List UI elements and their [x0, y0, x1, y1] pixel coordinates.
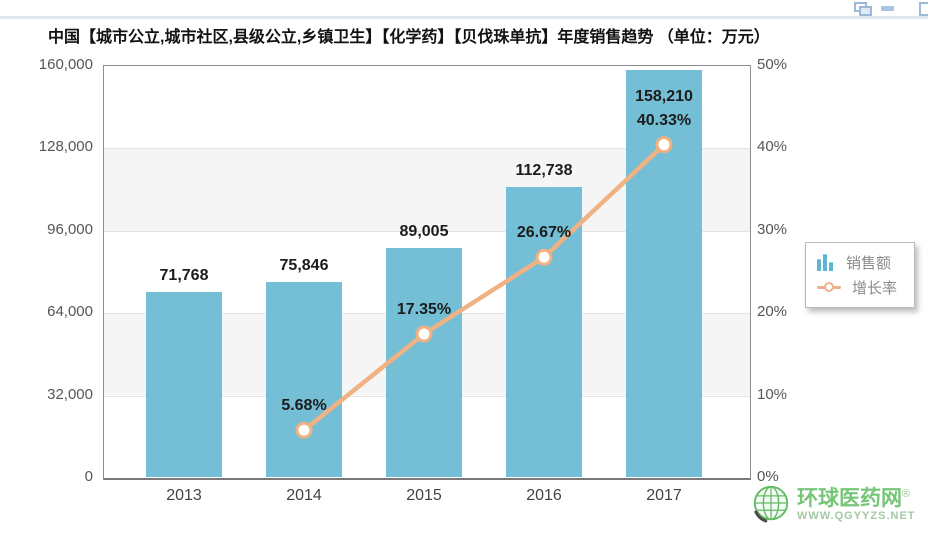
y-axis-tick-left: 32,000 — [47, 385, 93, 403]
growth-value-label: 17.35% — [396, 301, 452, 319]
bar[interactable] — [386, 247, 462, 477]
y-axis-tick-right: 0% — [757, 468, 779, 485]
bar-value-label: 158,210 — [635, 87, 693, 105]
y-axis-tick-right: 10% — [757, 385, 788, 403]
y-axis-tick-right: 20% — [757, 303, 788, 321]
x-axis-label: 2013 — [166, 487, 202, 504]
legend-item-sales[interactable]: 销售额 — [817, 250, 914, 275]
watermark-site-url[interactable]: WWW.QGYYZS.NET — [797, 510, 916, 522]
growth-value-label: 5.68% — [281, 397, 327, 415]
bar-value-label: 71,768 — [159, 267, 209, 285]
bar-value-label: 112,738 — [515, 161, 573, 179]
y-axis-tick-right: 30% — [757, 220, 788, 238]
bar-value-label: 75,846 — [279, 256, 329, 274]
watermark-site-name[interactable]: 环球医药网® — [797, 487, 911, 510]
watermark: 环球医药网® WWW.QGYYZS.NET — [750, 483, 916, 525]
globe-icon — [753, 485, 789, 523]
y-axis-tick-left: 160,000 — [38, 56, 93, 73]
bar[interactable] — [146, 292, 222, 477]
y-axis-tick-left: 64,000 — [47, 303, 93, 321]
bar-value-label: 89,005 — [399, 222, 449, 240]
legend: 销售额 增长率 — [805, 242, 915, 308]
bar[interactable] — [626, 69, 702, 477]
x-axis-label: 2017 — [646, 487, 682, 504]
legend-label-growth: 增长率 — [852, 280, 898, 297]
legend-item-growth[interactable]: 增长率 — [817, 275, 914, 300]
y-axis-tick-left: 0 — [84, 468, 93, 485]
window-toolbar — [0, 0, 928, 19]
cascade-windows-icon[interactable] — [854, 2, 872, 16]
maximize-icon[interactable] — [919, 2, 928, 16]
minimize-icon[interactable] — [881, 6, 894, 11]
bar-series-icon — [817, 253, 835, 271]
bar[interactable] — [266, 281, 342, 477]
line-series-icon — [817, 282, 841, 292]
growth-value-label: 26.67% — [516, 224, 572, 242]
y-axis-tick-left: 128,000 — [38, 138, 93, 156]
y-axis-tick-right: 40% — [757, 138, 788, 156]
registered-mark: ® — [902, 488, 911, 500]
x-axis-label: 2016 — [526, 487, 562, 504]
x-axis-label: 2014 — [286, 487, 322, 504]
y-axis-tick-left: 96,000 — [47, 220, 93, 238]
chart-title: 中国【城市公立,城市社区,县级公立,乡镇卫生】【化学药】【贝伐珠单抗】年度销售趋… — [48, 29, 770, 46]
growth-value-label: 40.33% — [636, 111, 692, 129]
legend-label-sales: 销售额 — [846, 255, 892, 272]
y-axis-tick-right: 50% — [757, 56, 788, 73]
x-axis-label: 2015 — [406, 487, 442, 504]
